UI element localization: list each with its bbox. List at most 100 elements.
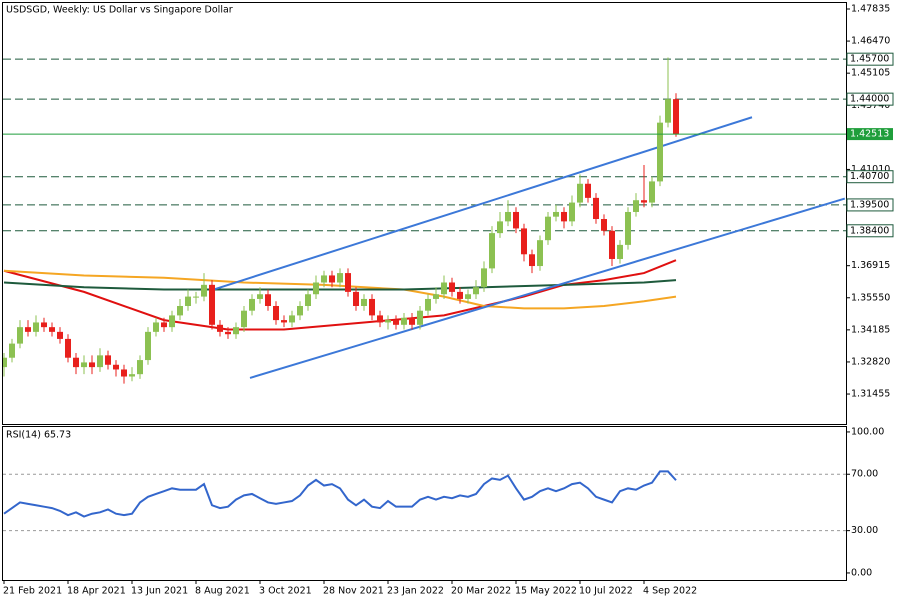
candle-body (297, 305, 303, 316)
candle-body (409, 317, 415, 325)
candle-body (449, 282, 455, 292)
level-label-box (846, 198, 894, 212)
candle-body (49, 327, 55, 332)
candle-body (65, 338, 71, 358)
x-tick-label: 4 Sep 2022 (643, 586, 697, 597)
x-tick-label: 8 Aug 2021 (195, 586, 250, 597)
candle-body (441, 282, 447, 295)
candle-body (609, 230, 615, 259)
candle-body (513, 211, 519, 229)
candle-body (281, 320, 287, 323)
candle-body (473, 287, 479, 295)
x-tick-label: 13 Jun 2021 (131, 586, 188, 597)
candle-body (465, 294, 471, 299)
y-tick-label: 1.45105 (851, 68, 890, 79)
level-label: 1.40700 (850, 171, 889, 182)
candle-body (385, 320, 391, 323)
candle-body (489, 233, 495, 269)
candle-body (617, 244, 623, 259)
level-label-box (846, 92, 894, 106)
candle-body (41, 322, 47, 328)
candle-body (177, 305, 183, 316)
candle-body (153, 322, 159, 332)
candle-body (73, 357, 79, 368)
y-tick-label: 70.00 (851, 469, 878, 480)
y-tick-label: 30.00 (851, 525, 878, 536)
candle-body (673, 99, 679, 135)
level-label-box (846, 52, 894, 66)
level-label: 1.39500 (850, 199, 889, 210)
level-label: 1.38400 (850, 225, 889, 236)
candle-body (193, 296, 199, 298)
candle-body (649, 181, 655, 203)
candle-body (217, 324, 223, 332)
level-label-box (846, 224, 894, 238)
candle-body (585, 183, 591, 198)
candle-body (257, 294, 263, 299)
main-frame (2, 2, 847, 425)
candle-body (241, 310, 247, 328)
y-tick-label: 1.34185 (851, 324, 890, 335)
candle-body (305, 294, 311, 306)
candle-body (209, 284, 215, 325)
candle-body (249, 298, 255, 311)
candle-body (529, 254, 535, 267)
candle-body (113, 364, 119, 370)
candle-body (401, 317, 407, 325)
rsi-line (3, 470, 677, 518)
candle-body (265, 294, 271, 306)
y-tick-label: 100.00 (851, 426, 884, 437)
chart-title: USDSGD, Weekly: US Dollar vs Singapore D… (6, 5, 233, 16)
y-tick-label: 1.32820 (851, 356, 890, 367)
candle-body (9, 343, 15, 358)
candle-body (233, 327, 239, 335)
candle-body (225, 331, 231, 335)
candle-body (273, 305, 279, 321)
x-tick-label: 20 Mar 2022 (451, 586, 511, 597)
rsi-title: RSI(14) 65.73 (6, 430, 71, 441)
candle-body (353, 291, 359, 306)
candle-body (313, 282, 319, 295)
x-tick-label: 21 Feb 2021 (3, 586, 62, 597)
candle-body (89, 362, 95, 368)
candle-body (593, 197, 599, 220)
candle-body (561, 211, 567, 222)
y-tick-label: 1.46470 (851, 36, 890, 47)
y-tick-label: 1.36915 (851, 260, 890, 271)
candle-body (329, 275, 335, 283)
candle-body (633, 200, 639, 212)
candle-body (337, 273, 343, 283)
candle-body (81, 362, 87, 368)
level-label: 1.45700 (850, 54, 889, 65)
candle-body (497, 221, 503, 234)
x-tick-label: 28 Nov 2021 (323, 586, 384, 597)
candle-body (505, 211, 511, 222)
candle-body (457, 291, 463, 299)
candle-body (145, 331, 151, 361)
candle-body (321, 275, 327, 283)
candle-body (97, 355, 103, 368)
candle-body (169, 315, 175, 328)
current-price-label: 1.42513 (850, 129, 889, 140)
rsi-plot (3, 470, 846, 532)
x-tick-label: 3 Oct 2021 (259, 586, 312, 597)
candle-body (17, 327, 23, 344)
x-tick-label: 18 Apr 2021 (67, 586, 126, 597)
candle-body (121, 369, 127, 377)
y-tick-label: 1.47835 (851, 3, 890, 14)
y-tick-label: 1.35550 (851, 292, 890, 303)
candle-body (361, 298, 367, 306)
rsi-frame (2, 426, 847, 581)
candle-body (201, 284, 207, 297)
x-tick-label: 23 Jan 2022 (387, 586, 444, 597)
candle-body (481, 268, 487, 288)
candle-body (369, 298, 375, 316)
main-plot (3, 57, 846, 384)
candle-body (137, 360, 143, 375)
candle-body (185, 296, 191, 306)
candle-body (57, 331, 63, 339)
candle-body (393, 320, 399, 325)
candle-body (601, 219, 607, 231)
